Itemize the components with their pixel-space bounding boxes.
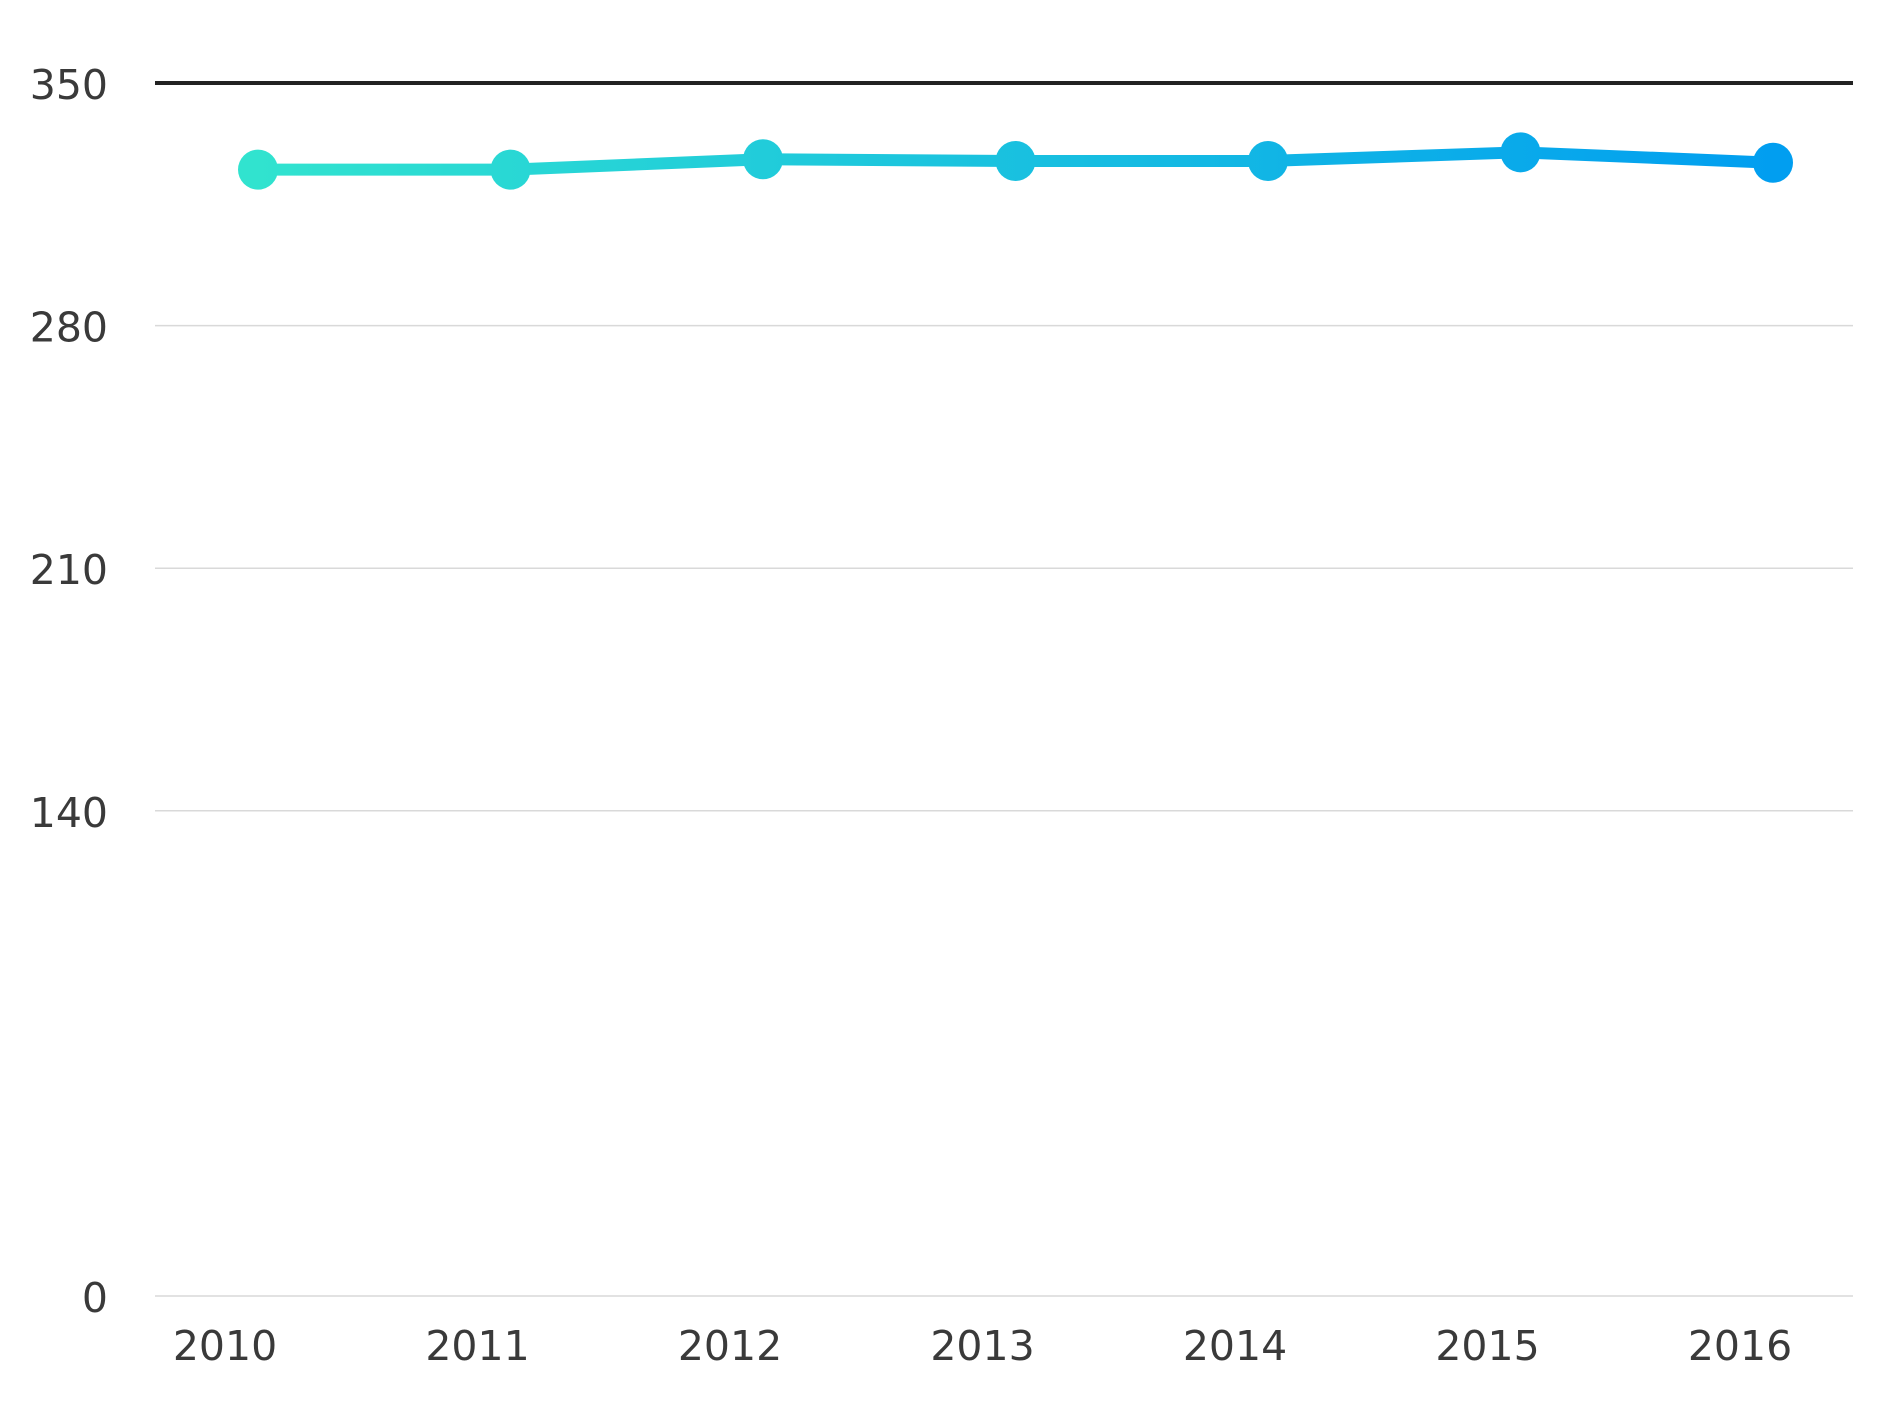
x-tick-label: 2011 bbox=[425, 1322, 529, 1370]
data-point-2011[interactable] bbox=[490, 149, 531, 190]
data-point-2010[interactable] bbox=[238, 149, 278, 190]
grid-lines bbox=[155, 81, 1853, 1297]
x-axis-tick-labels: 2010 2011 2012 2013 2014 2015 2016 bbox=[173, 1322, 1792, 1370]
data-point-2012[interactable] bbox=[743, 139, 783, 180]
y-tick-label: 0 bbox=[82, 1274, 108, 1322]
x-tick-label: 2014 bbox=[1183, 1322, 1287, 1370]
x-tick-label: 2012 bbox=[678, 1322, 782, 1370]
data-point-2014[interactable] bbox=[1248, 140, 1288, 181]
y-tick-label: 280 bbox=[30, 304, 108, 352]
data-point-2016[interactable] bbox=[1753, 142, 1793, 183]
y-tick-label: 210 bbox=[30, 546, 108, 594]
data-point-2013[interactable] bbox=[995, 140, 1036, 181]
x-tick-label: 2013 bbox=[930, 1322, 1034, 1370]
x-tick-label: 2016 bbox=[1688, 1322, 1792, 1370]
y-tick-label: 350 bbox=[30, 61, 108, 109]
data-point-2015[interactable] bbox=[1500, 132, 1541, 173]
x-tick-label: 2015 bbox=[1435, 1322, 1539, 1370]
y-axis-tick-labels: 0 140 210 280 350 bbox=[30, 61, 108, 1322]
series-points-layer bbox=[238, 132, 1793, 190]
y-tick-label: 140 bbox=[30, 789, 108, 837]
x-tick-label: 2010 bbox=[173, 1322, 277, 1370]
